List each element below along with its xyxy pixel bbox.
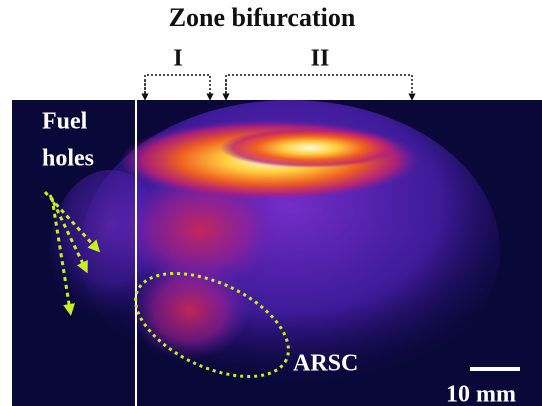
label-scale: 10 mm [446, 382, 516, 406]
zone-brackets [145, 75, 412, 97]
label-fuel: Fuel [42, 109, 88, 135]
label-holes: holes [42, 146, 94, 172]
zone-label: II [311, 46, 330, 72]
figure: Fuel holes ARSC 10 mm Zone bifurcation I… [0, 0, 542, 406]
title: Zone bifurcation [169, 3, 356, 32]
flame-image: Fuel holes ARSC 10 mm [12, 100, 542, 406]
label-arsc: ARSC [293, 351, 358, 377]
zone-label: I [173, 46, 182, 72]
